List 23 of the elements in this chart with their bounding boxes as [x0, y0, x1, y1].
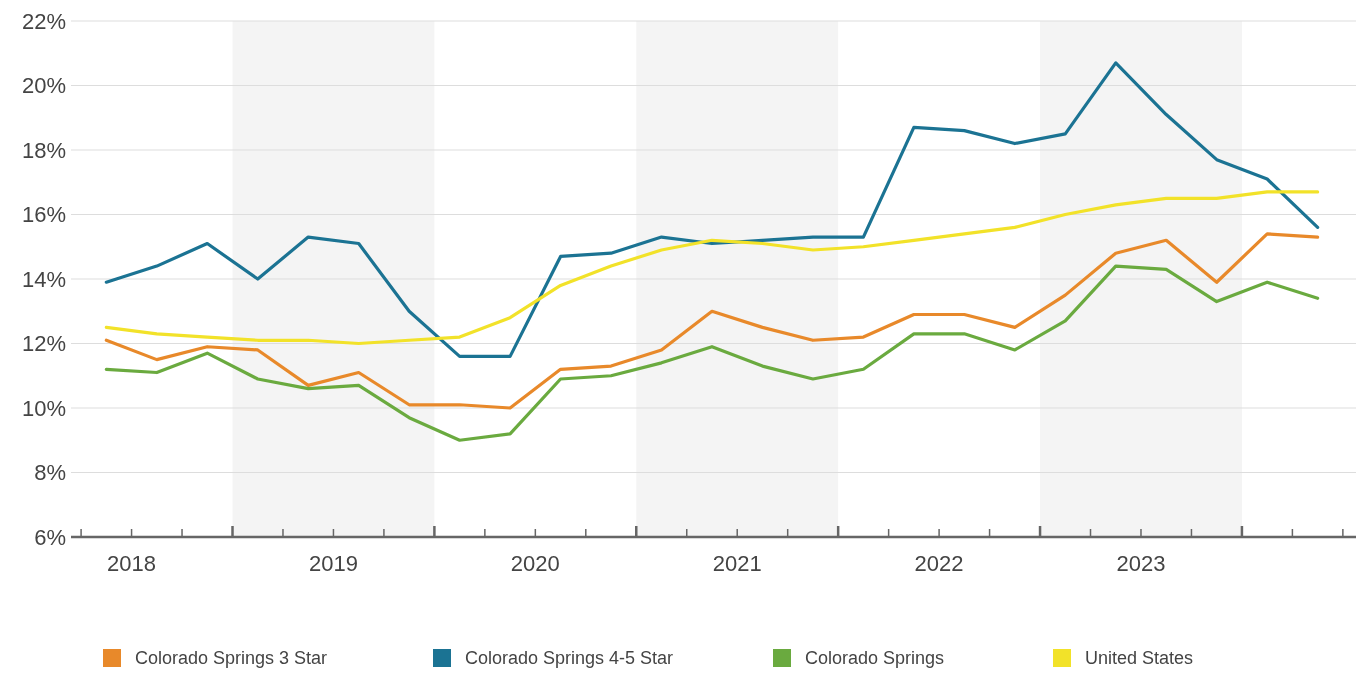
y-tick-label: 22% [21, 8, 66, 34]
y-tick-label: 12% [21, 331, 66, 357]
y-tick-label: 20% [21, 73, 66, 99]
line-series [104, 190, 1320, 346]
x-tick-label: 2022 [914, 551, 964, 576]
y-tick-label: 16% [21, 202, 66, 228]
x-tick-label: 2018 [107, 551, 157, 576]
x-tick-label: 2023 [1116, 551, 1166, 576]
legend-label: United States [1085, 648, 1194, 669]
legend-label: Colorado Springs 4-5 Star [465, 648, 674, 669]
line-series [104, 61, 1320, 358]
y-tick-label: 14% [21, 266, 66, 292]
x-tick-label: 2021 [712, 551, 762, 576]
line-series [104, 264, 1320, 442]
x-tick-label: 2019 [308, 551, 358, 576]
y-tick-label: 18% [21, 137, 66, 163]
line-series [104, 232, 1320, 410]
x-tick-label: 2020 [510, 551, 560, 576]
y-tick-label: 10% [21, 395, 66, 421]
legend-label: Colorado Springs [805, 648, 945, 669]
y-tick-label: 8% [34, 460, 66, 486]
y-tick-label: 6% [34, 524, 66, 550]
legend-label: Colorado Springs 3 Star [135, 648, 328, 669]
